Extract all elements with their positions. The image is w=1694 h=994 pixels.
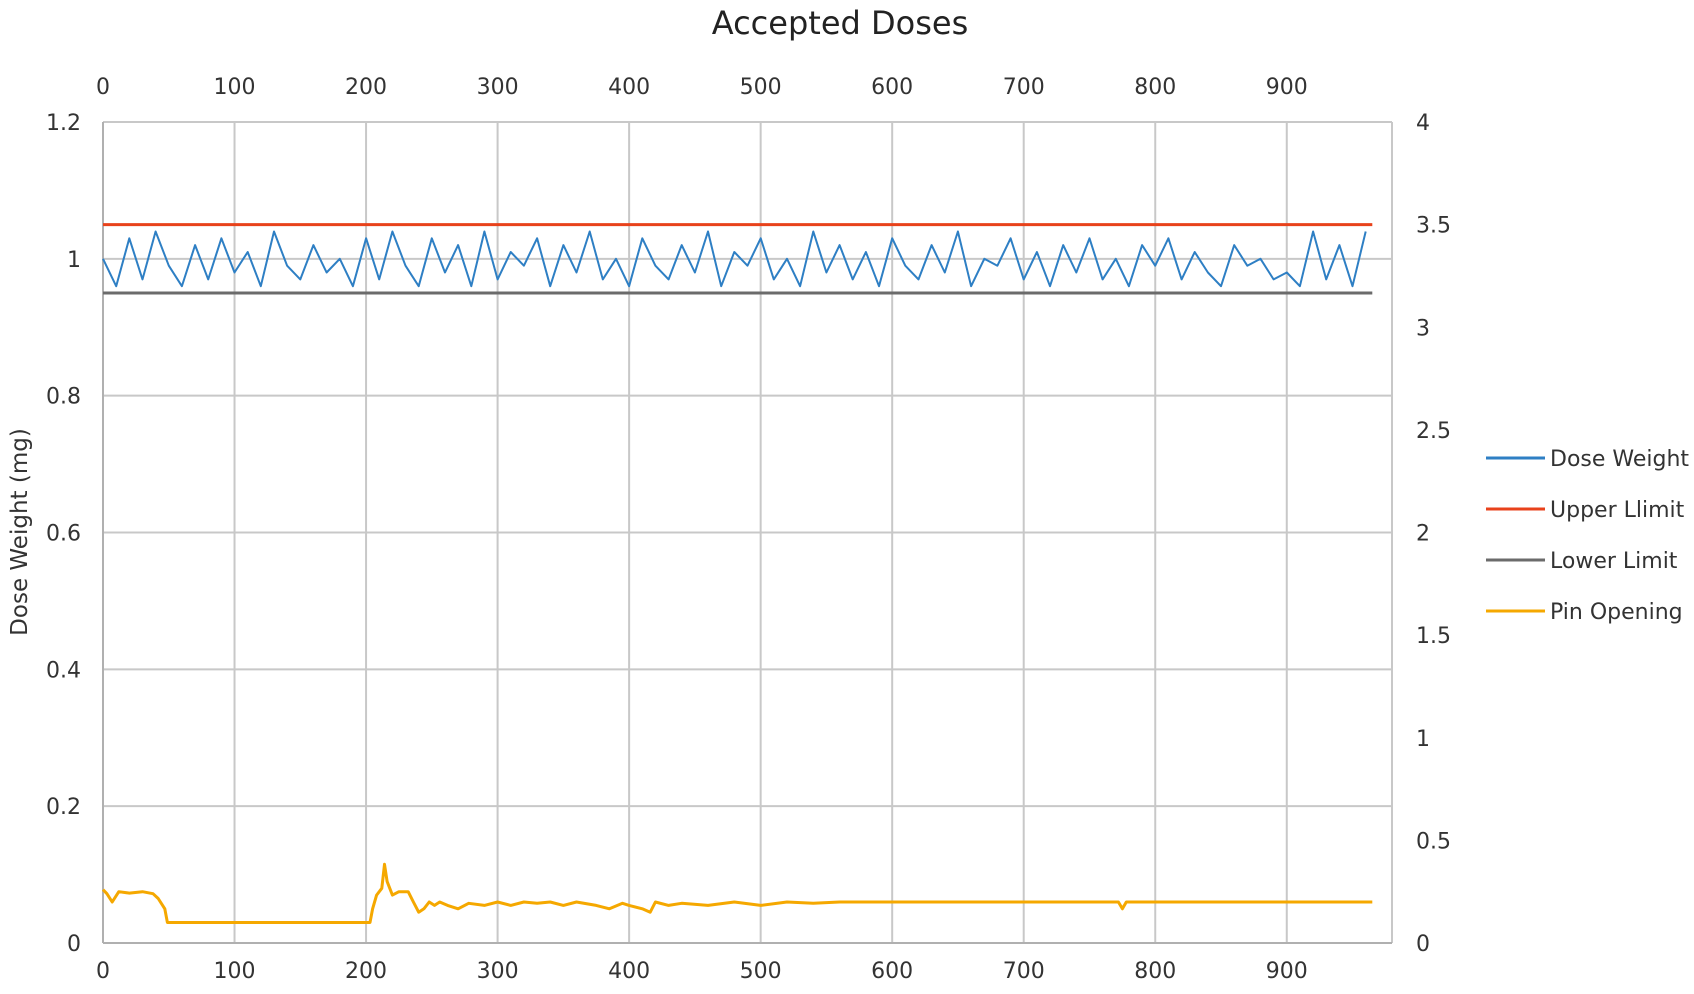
x-tick-label-top: 0 xyxy=(96,75,110,100)
y-tick-label-right: 3 xyxy=(1416,316,1430,341)
x-tick-label-top: 100 xyxy=(214,75,256,100)
grid xyxy=(102,121,1393,944)
x-tick-label-top: 200 xyxy=(345,75,387,100)
y-tick-label-left: 0.2 xyxy=(46,795,81,820)
x-tick-label-top: 300 xyxy=(477,75,519,100)
y-tick-label-right: 0 xyxy=(1416,932,1430,957)
x-tick-label-bottom: 600 xyxy=(871,959,913,984)
y-tick-label-right: 3.5 xyxy=(1416,214,1451,239)
legend-label: Upper Llimit xyxy=(1550,498,1685,523)
x-tick-label-top: 500 xyxy=(740,75,782,100)
y-tick-label-right: 4 xyxy=(1416,111,1430,136)
legend-label: Dose Weight xyxy=(1550,447,1689,472)
x-tick-label-top: 900 xyxy=(1266,75,1308,100)
legend-label: Pin Opening xyxy=(1550,600,1683,625)
y-tick-label-right: 2.5 xyxy=(1416,419,1451,444)
x-tick-label-bottom: 0 xyxy=(96,959,110,984)
x-tick-label-bottom: 100 xyxy=(214,959,256,984)
series-group xyxy=(101,223,1373,924)
y-tick-label-right: 0.5 xyxy=(1416,829,1451,854)
y-tick-label-left: 0.8 xyxy=(46,385,81,410)
y-tick-label-left: 0.6 xyxy=(46,522,81,547)
x-tick-label-bottom: 500 xyxy=(740,959,782,984)
y-tick-label-right: 1 xyxy=(1416,727,1430,752)
y-tick-label-left: 0 xyxy=(67,932,81,957)
x-tick-label-bottom: 700 xyxy=(1003,959,1045,984)
x-tick-label-top: 800 xyxy=(1134,75,1176,100)
x-ticks-top: 0 100 200 300 400 500 600 700 800 900 xyxy=(96,75,1308,100)
y-ticks-left: 0 0.2 0.4 0.6 0.8 1 1.2 xyxy=(46,111,81,957)
y-tick-label-left: 1 xyxy=(67,248,81,273)
series-line-dose-weight xyxy=(102,230,1367,288)
y-ticks-right: 0 0.5 1 1.5 2 2.5 3 3.5 4 xyxy=(1416,111,1451,957)
x-tick-label-bottom: 200 xyxy=(345,959,387,984)
x-tick-label-bottom: 400 xyxy=(608,959,650,984)
y-tick-label-right: 1.5 xyxy=(1416,624,1451,649)
y-tick-label-left: 0.4 xyxy=(46,658,81,683)
x-ticks-bottom: 0 100 200 300 400 500 600 700 800 900 xyxy=(96,959,1308,984)
chart-title: Accepted Doses xyxy=(712,4,968,42)
y-axis-label: Dose Weight (mg) xyxy=(7,428,33,636)
legend-label: Lower Limit xyxy=(1550,549,1678,574)
x-tick-label-top: 600 xyxy=(871,75,913,100)
legend: Dose Weight Upper Llimit Lower Limit Pin Op… xyxy=(1486,447,1689,625)
x-tick-label-bottom: 300 xyxy=(477,959,519,984)
series-line-pin-opening xyxy=(101,862,1373,924)
x-tick-label-bottom: 800 xyxy=(1134,959,1176,984)
y-tick-label-left: 1.2 xyxy=(46,111,81,136)
x-tick-label-bottom: 900 xyxy=(1266,959,1308,984)
x-tick-label-top: 400 xyxy=(608,75,650,100)
x-tick-label-top: 700 xyxy=(1003,75,1045,100)
y-tick-label-right: 2 xyxy=(1416,522,1430,547)
